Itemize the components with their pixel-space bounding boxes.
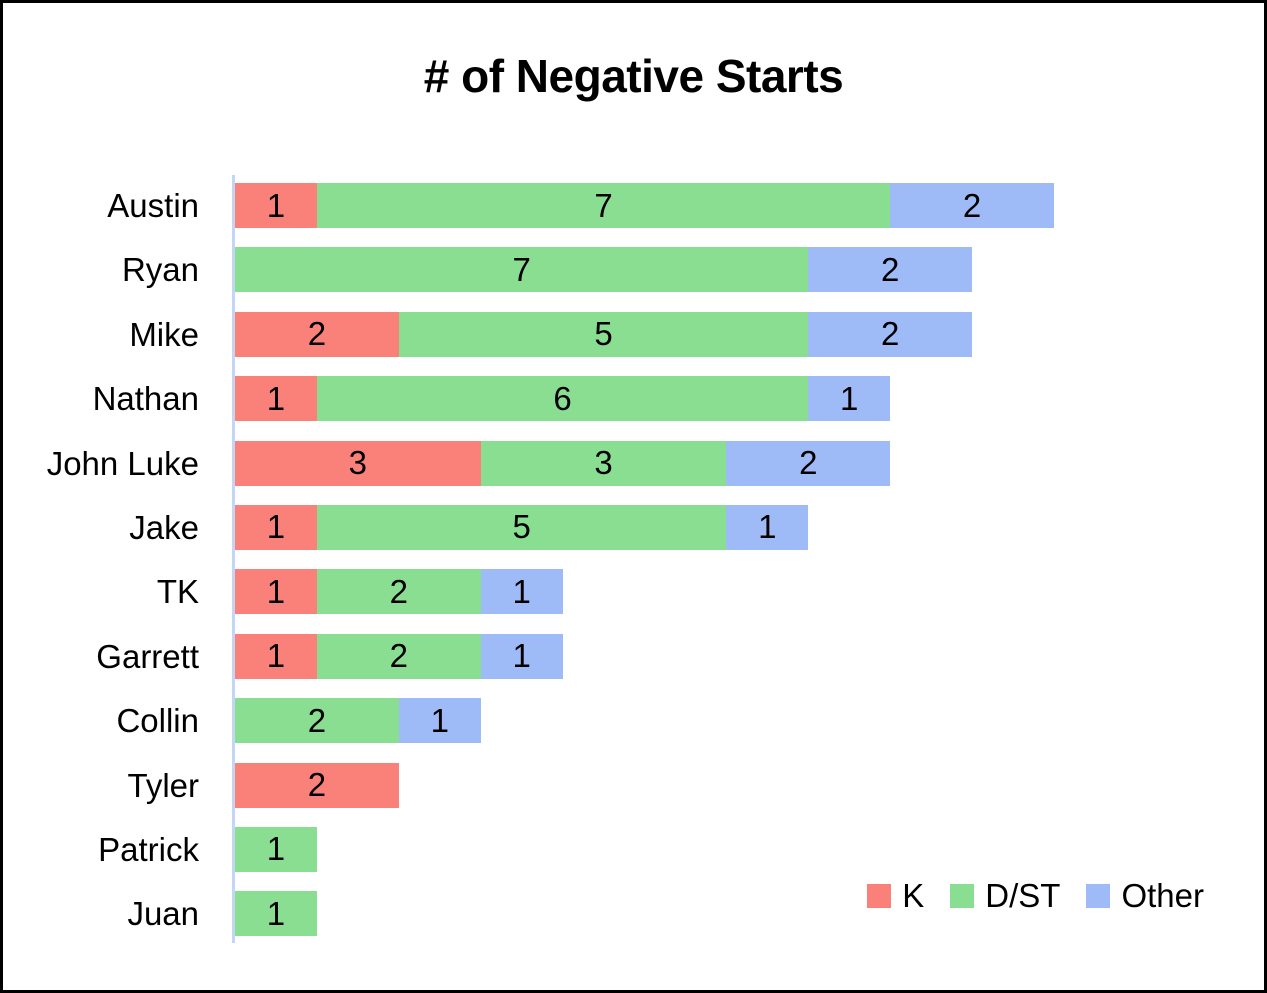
legend-item-dst: D/ST (950, 877, 1060, 915)
bar-segment-k: 1 (235, 504, 317, 550)
bar-row: Tyler 2 (3, 762, 1264, 808)
bar-segment-dst: 2 (316, 633, 481, 679)
bar-segment-dst: 5 (398, 311, 809, 357)
bar-row: John Luke 3 3 2 (3, 440, 1264, 486)
bar-segment-dst: 2 (316, 569, 481, 615)
bar-row: Ryan 7 2 (3, 247, 1264, 293)
category-label: John Luke (46, 444, 199, 482)
bar-segment-other: 1 (726, 504, 809, 550)
category-label: Garrett (96, 637, 199, 675)
bar-segment-other: 2 (890, 183, 1054, 228)
bar-segment-k: 3 (235, 440, 481, 486)
bar-row: Jake 1 5 1 (3, 504, 1264, 550)
bar-row: Nathan 1 6 1 (3, 376, 1264, 422)
legend-label: D/ST (985, 877, 1061, 914)
category-label: Patrick (98, 830, 199, 868)
category-label: Ryan (121, 251, 199, 289)
bar-segment-other: 1 (808, 376, 891, 422)
bar-segment-dst: 7 (316, 183, 891, 228)
legend-swatch-k (867, 884, 892, 908)
bar-segment-k: 1 (235, 633, 317, 679)
category-label: Austin (107, 187, 199, 224)
category-label: Jake (129, 508, 199, 546)
category-label: TK (156, 573, 199, 611)
bar-segment-other: 2 (808, 247, 973, 293)
category-label: Tyler (127, 766, 199, 804)
bar-segment-dst: 2 (235, 698, 399, 744)
bar-row: TK 1 2 1 (3, 569, 1264, 615)
bar-segment-dst: 1 (235, 891, 317, 937)
bar-row: Mike 2 5 2 (3, 311, 1264, 357)
bar-segment-k: 1 (235, 376, 317, 422)
bar-row: Austin 1 7 2 (3, 183, 1264, 228)
bar-segment-other: 1 (480, 633, 563, 679)
bar-segment-dst: 5 (316, 504, 727, 550)
legend-swatch-dst (950, 884, 975, 908)
category-label: Nathan (92, 380, 199, 418)
bar-row: Garrett 1 2 1 (3, 633, 1264, 679)
bar-segment-dst: 1 (235, 826, 317, 872)
category-label: Collin (116, 702, 199, 740)
bar-segment-dst: 6 (316, 376, 809, 422)
bar-segment-dst: 7 (235, 247, 809, 293)
bar-segment-k: 1 (235, 569, 317, 615)
legend-label: Other (1121, 877, 1204, 914)
legend-label: K (902, 877, 925, 914)
y-axis-line (232, 175, 235, 943)
bar-segment-k: 2 (235, 762, 399, 808)
bar-stack: 1 (235, 891, 317, 937)
bar-segment-other: 1 (398, 698, 481, 744)
legend-swatch-other (1086, 884, 1111, 908)
bar-stack: 2 (235, 762, 399, 808)
bar-row: Patrick 1 (3, 826, 1264, 872)
category-label: Juan (127, 895, 199, 933)
bar-segment-k: 2 (235, 311, 399, 357)
legend-item-other: Other (1086, 877, 1204, 915)
bar-segment-dst: 3 (480, 440, 727, 486)
bar-segment-other: 2 (808, 311, 973, 357)
bar-stack: 1 (235, 826, 317, 872)
bar-row: Collin 2 1 (3, 698, 1264, 744)
bar-row: Juan 1 (3, 891, 1264, 937)
bar-rows: Austin 1 7 2 Ryan 7 2 Mike 2 5 2 Nathan 1 6 1 John Luke… (3, 183, 1264, 956)
bar-segment-other: 1 (480, 569, 563, 615)
category-label: Mike (129, 315, 199, 353)
bar-segment-k: 1 (235, 183, 317, 228)
chart-title: # of Negative Starts (423, 50, 844, 102)
bar-segment-other: 2 (726, 440, 891, 486)
legend-item-k: K (867, 877, 924, 915)
legend: K D/ST Other (867, 877, 1204, 915)
